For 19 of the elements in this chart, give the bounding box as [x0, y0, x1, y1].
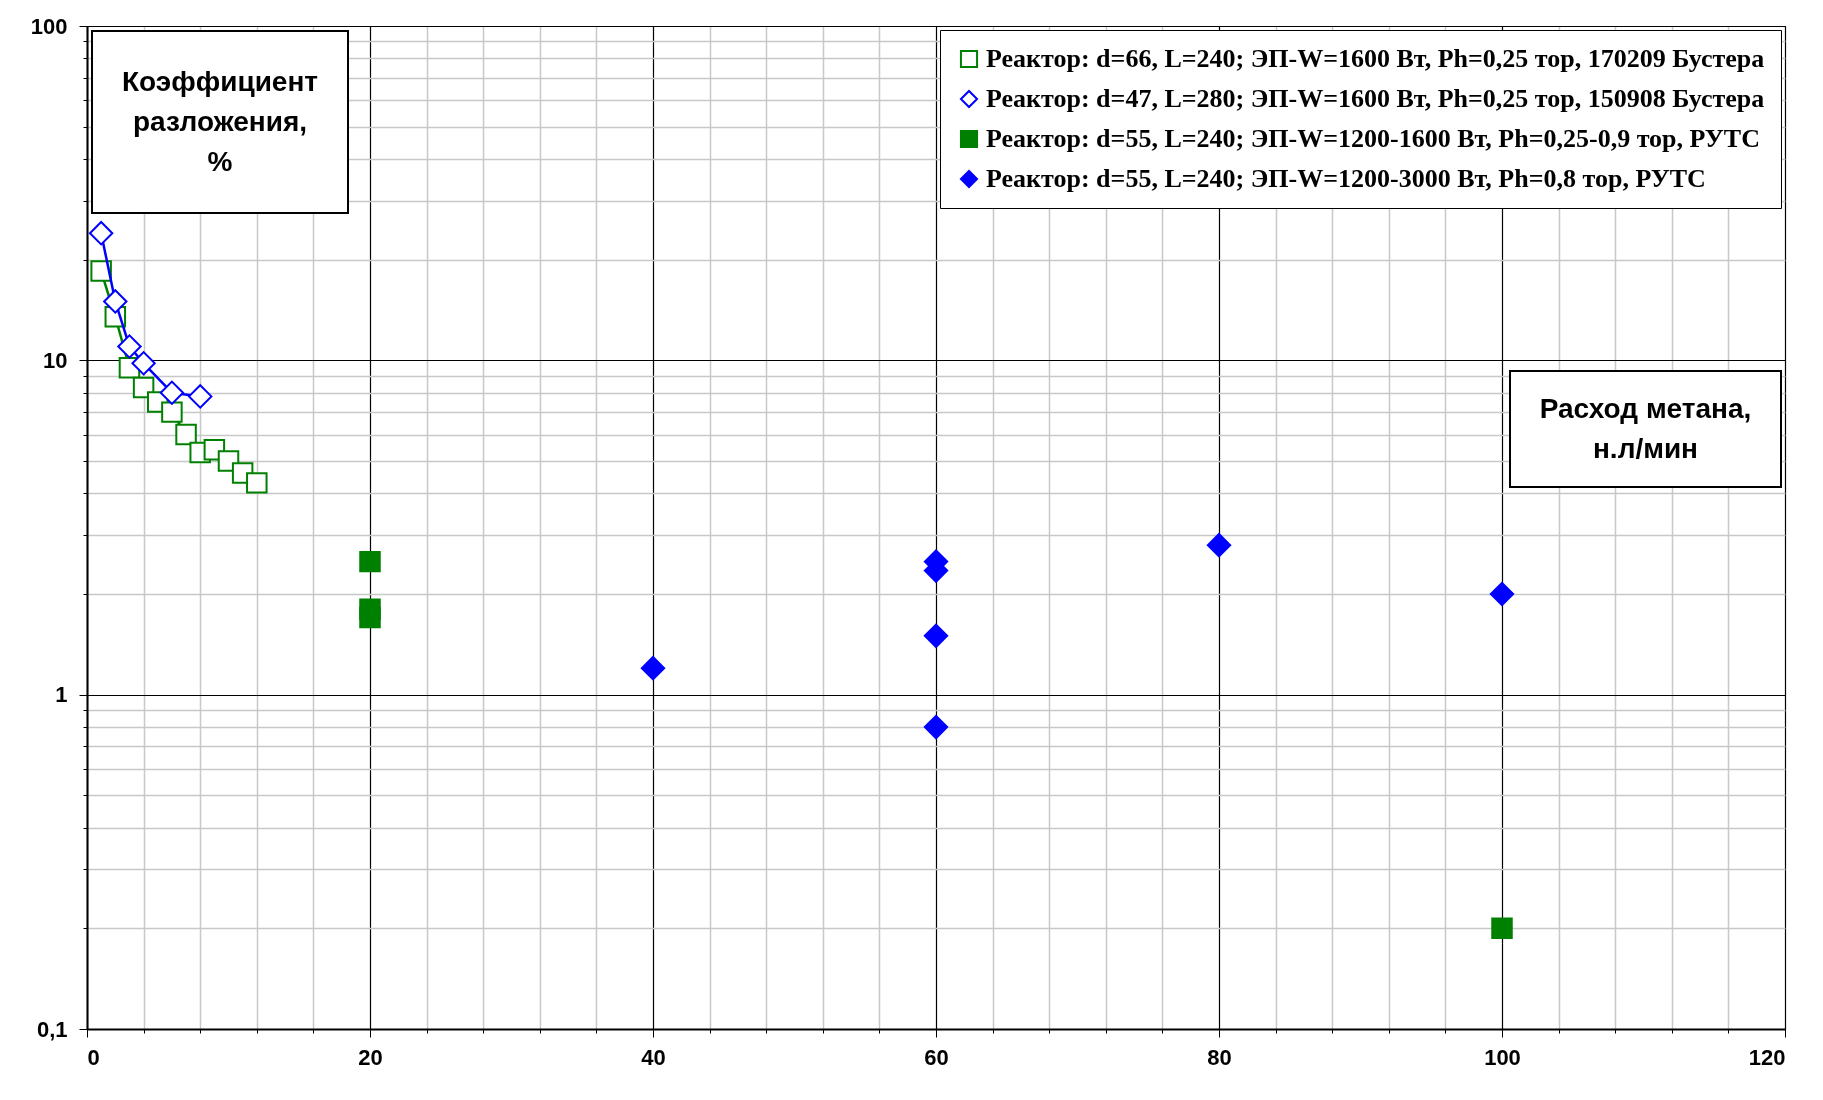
y-axis-title: Коэффициент разложения, %	[121, 65, 319, 179]
y-tick-label: 0,1	[36, 1016, 68, 1042]
x-tick-label: 60	[924, 1044, 949, 1070]
legend-label: Реактор: d=66, L=240; ЭП-W=1600 Вт, Ph=0,25 тор, 170209 Бустера	[986, 44, 1765, 73]
legend-label: Реактор: d=47, L=280; ЭП-W=1600 Вт, Ph=0,25 тор, 150908 Бустера	[986, 84, 1765, 113]
text-box: Коэффициент разложения, %	[91, 30, 349, 214]
x-tick-label: 120	[1748, 1044, 1786, 1070]
x-tick-label: 40	[641, 1044, 666, 1070]
x-tick-label: 0	[87, 1044, 100, 1070]
y-tick-label: 100	[30, 13, 68, 39]
x-axis-title: Расход метана, н.л/мин	[1539, 392, 1752, 466]
legend-label: Реактор: d=55, L=240; ЭП-W=1200-1600 Вт, Ph=0,25-0,9 тор, РУТС	[986, 124, 1760, 153]
x-tick-label: 100	[1484, 1044, 1521, 1070]
x-tick-label: 80	[1207, 1044, 1232, 1070]
y-tick-label: 10	[43, 347, 68, 373]
y-tick-label: 1	[55, 682, 68, 708]
legend-label: Реактор: d=55, L=240; ЭП-W=1200-3000 Вт, Ph=0,8 тор, РУТС	[986, 164, 1706, 193]
text-box: Расход метана, н.л/мин	[1509, 370, 1782, 488]
x-tick-label: 20	[358, 1044, 383, 1070]
